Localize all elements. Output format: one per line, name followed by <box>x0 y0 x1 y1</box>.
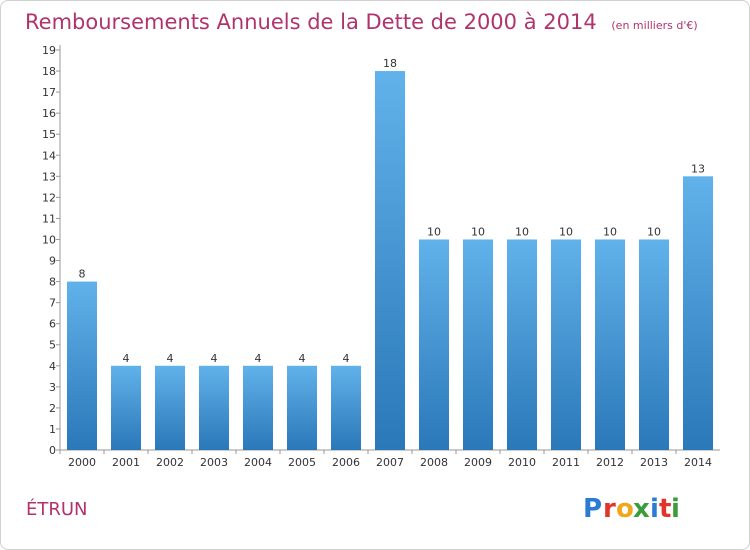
bar <box>67 281 97 450</box>
y-tick-label: 17 <box>42 86 56 99</box>
bar-value-label: 10 <box>603 225 617 238</box>
bar <box>551 239 581 450</box>
y-tick-label: 5 <box>49 339 56 352</box>
bar-value-label: 10 <box>559 225 573 238</box>
bar <box>199 365 229 450</box>
bar-value-label: 4 <box>123 352 130 365</box>
y-tick-label: 0 <box>49 444 56 457</box>
y-tick-label: 15 <box>42 128 56 141</box>
bar-value-label: 4 <box>167 352 174 365</box>
x-tick-label: 2002 <box>156 456 184 469</box>
x-tick-label: 2014 <box>684 456 712 469</box>
y-tick-label: 7 <box>49 297 56 310</box>
commune-name: ÉTRUN <box>26 498 88 520</box>
bar-value-label: 8 <box>79 268 86 281</box>
y-tick-label: 18 <box>42 65 56 78</box>
x-tick-label: 2013 <box>640 456 668 469</box>
y-tick-label: 19 <box>42 44 56 57</box>
bar <box>595 239 625 450</box>
bar <box>287 365 317 450</box>
logo-letter: x <box>633 494 650 524</box>
y-tick-label: 1 <box>49 423 56 436</box>
bar-value-label: 18 <box>383 57 397 70</box>
bar-value-label: 4 <box>299 352 306 365</box>
bar <box>155 365 185 450</box>
x-tick-label: 2003 <box>200 456 228 469</box>
bar <box>111 365 141 450</box>
bar <box>683 176 713 450</box>
bar-value-label: 4 <box>343 352 350 365</box>
chart-title-unit: (en milliers d'€) <box>611 19 697 32</box>
y-tick-label: 14 <box>42 149 56 162</box>
bar-labels: 8 4 4 4 4 4 4 18 10 10 10 10 10 10 13 <box>79 57 706 365</box>
bar <box>331 365 361 450</box>
bar-value-label: 13 <box>691 162 705 175</box>
logo-letter: i <box>671 494 680 524</box>
x-tick-label: 2001 <box>112 456 140 469</box>
bar <box>463 239 493 450</box>
y-tick-label: 4 <box>49 360 56 373</box>
y-tick-label: 8 <box>49 276 56 289</box>
bar <box>639 239 669 450</box>
x-tick-label: 2010 <box>508 456 536 469</box>
y-tick-label: 13 <box>42 170 56 183</box>
logo-letter: P <box>583 494 602 524</box>
y-tick-label: 2 <box>49 402 56 415</box>
bar-value-label: 4 <box>255 352 262 365</box>
x-tick-label: 2011 <box>552 456 580 469</box>
bar <box>375 71 405 450</box>
bar <box>507 239 537 450</box>
chart-title-main: Remboursements Annuels de la Dette de 20… <box>25 10 597 34</box>
logo-letter: t <box>659 494 671 524</box>
x-tick-label: 2000 <box>68 456 96 469</box>
y-tick-label: 11 <box>42 212 56 225</box>
logo-letter: o <box>616 494 634 524</box>
bars <box>67 71 713 450</box>
chart-title: Remboursements Annuels de la Dette de 20… <box>25 10 698 34</box>
x-tick-labels: 2000 2001 2002 2003 2004 2005 2006 2007 2008 2009… <box>68 456 712 469</box>
y-tick-label: 12 <box>42 191 56 204</box>
x-tick-label: 2006 <box>332 456 360 469</box>
y-tick-label: 6 <box>49 318 56 331</box>
bar <box>419 239 449 450</box>
bar-value-label: 10 <box>647 225 661 238</box>
bar-value-label: 10 <box>515 225 529 238</box>
x-tick-label: 2012 <box>596 456 624 469</box>
x-tick-label: 2008 <box>420 456 448 469</box>
y-tick-label: 16 <box>42 107 56 120</box>
logo-letter: i <box>650 494 659 524</box>
bar-value-label: 10 <box>427 225 441 238</box>
bar <box>243 365 273 450</box>
x-tick-label: 2005 <box>288 456 316 469</box>
x-tick-label: 2009 <box>464 456 492 469</box>
logo-letter: r <box>603 494 616 524</box>
bar-value-label: 10 <box>471 225 485 238</box>
y-tick-label: 9 <box>49 255 56 268</box>
x-tick-label: 2007 <box>376 456 404 469</box>
y-tick-label: 10 <box>42 233 56 246</box>
y-tick-label: 3 <box>49 381 56 394</box>
bar-value-label: 4 <box>211 352 218 365</box>
x-tick-label: 2004 <box>244 456 272 469</box>
